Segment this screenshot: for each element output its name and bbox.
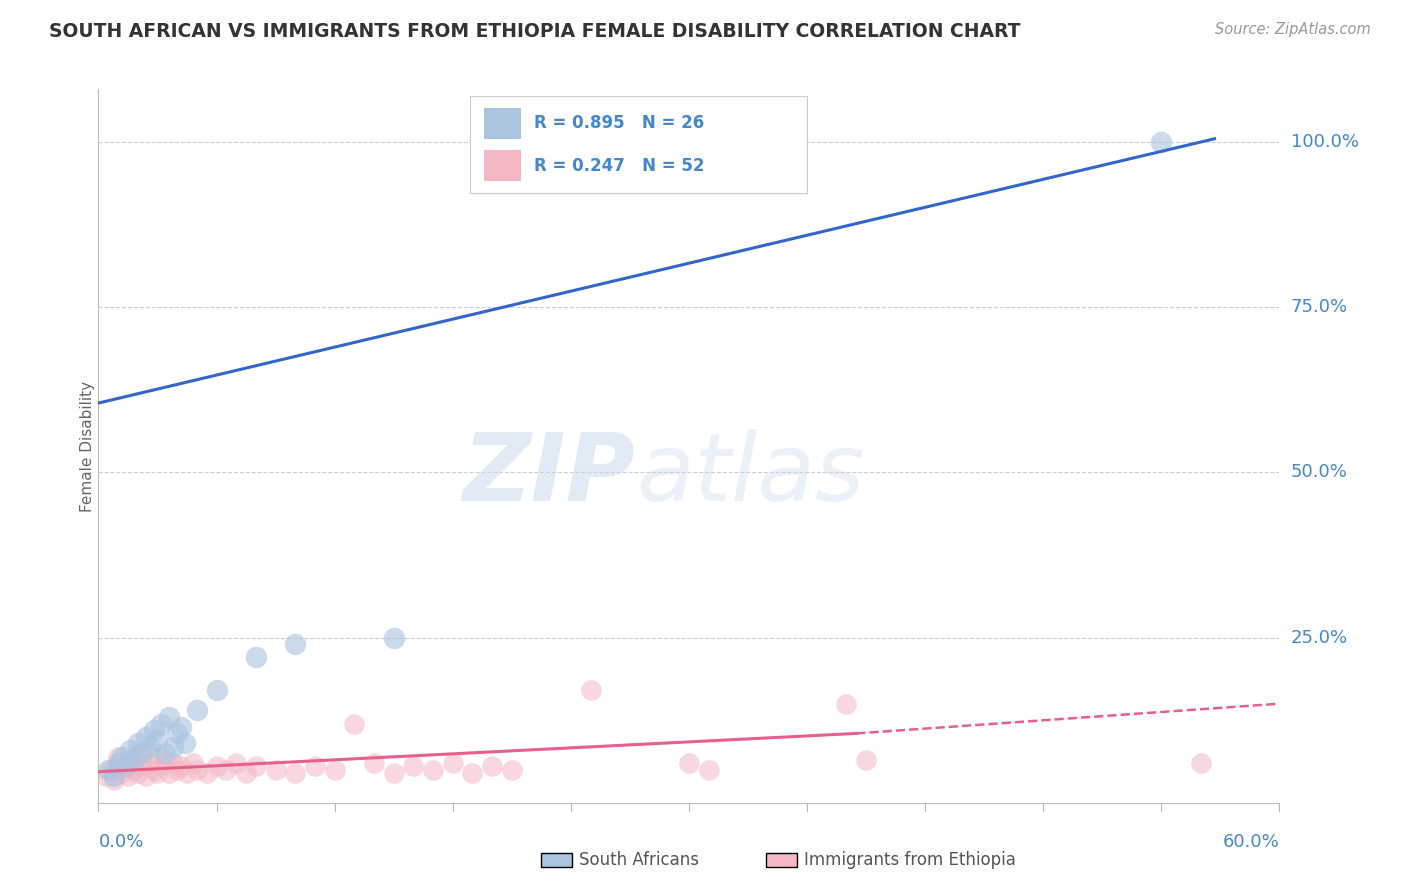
Point <box>122 763 145 777</box>
Point <box>98 763 121 777</box>
Point <box>205 759 228 773</box>
Point <box>195 766 218 780</box>
Text: atlas: atlas <box>636 429 865 520</box>
Point <box>235 766 257 780</box>
Text: Immigrants from Ethiopia: Immigrants from Ethiopia <box>804 851 1017 869</box>
Point <box>186 763 208 777</box>
Point <box>166 763 188 777</box>
Point <box>150 759 173 773</box>
Point <box>157 710 180 724</box>
Point <box>138 739 160 754</box>
Point <box>96 769 118 783</box>
Y-axis label: Female Disability: Female Disability <box>80 380 94 512</box>
Point <box>150 716 173 731</box>
Point <box>422 763 444 777</box>
Point <box>131 759 153 773</box>
Point <box>142 763 165 777</box>
Point <box>1189 756 1212 771</box>
Point <box>146 733 169 747</box>
Point <box>118 743 141 757</box>
Text: 60.0%: 60.0% <box>1223 833 1279 851</box>
Point <box>245 759 267 773</box>
Point <box>855 753 877 767</box>
Text: Source: ZipAtlas.com: Source: ZipAtlas.com <box>1215 22 1371 37</box>
Point <box>107 759 129 773</box>
Point <box>135 769 157 783</box>
Text: 75.0%: 75.0% <box>1291 298 1348 317</box>
Point <box>501 763 523 777</box>
Point <box>284 766 307 780</box>
Point <box>174 736 197 750</box>
Point <box>103 772 125 787</box>
Point <box>131 746 153 760</box>
Point <box>215 763 238 777</box>
Point <box>115 759 138 773</box>
Point <box>181 756 204 771</box>
Point <box>103 769 125 783</box>
Point <box>157 766 180 780</box>
Text: 0.0%: 0.0% <box>98 833 143 851</box>
Point <box>162 756 184 771</box>
Point <box>138 756 160 771</box>
Point <box>579 683 602 698</box>
Point <box>402 759 425 773</box>
Text: 50.0%: 50.0% <box>1291 464 1347 482</box>
Point <box>481 759 503 773</box>
Text: 25.0%: 25.0% <box>1291 629 1348 647</box>
Point <box>363 756 385 771</box>
Point <box>107 756 129 771</box>
Point <box>835 697 858 711</box>
Text: ZIP: ZIP <box>463 428 636 521</box>
Point <box>186 703 208 717</box>
Point <box>127 746 149 760</box>
Point <box>135 730 157 744</box>
Point <box>127 736 149 750</box>
Point <box>245 650 267 665</box>
Point <box>170 720 193 734</box>
Point <box>127 766 149 780</box>
Point <box>284 637 307 651</box>
Point <box>97 763 120 777</box>
Text: South Africans: South Africans <box>579 851 699 869</box>
Point <box>111 749 134 764</box>
Point <box>170 759 193 773</box>
Point <box>176 766 198 780</box>
Point <box>225 756 247 771</box>
Point <box>343 716 366 731</box>
Point <box>122 753 145 767</box>
Point <box>117 769 139 783</box>
Point <box>382 631 405 645</box>
Text: 100.0%: 100.0% <box>1291 133 1358 151</box>
Point <box>678 756 700 771</box>
Point <box>697 763 720 777</box>
Point <box>146 749 169 764</box>
Point <box>162 739 184 754</box>
Point <box>155 753 177 767</box>
Point <box>264 763 287 777</box>
Point <box>166 726 188 740</box>
Point <box>155 746 177 760</box>
Point <box>146 766 169 780</box>
Point <box>115 756 138 771</box>
Point <box>461 766 484 780</box>
Point <box>118 753 141 767</box>
Point <box>107 749 129 764</box>
Point <box>304 759 326 773</box>
Point <box>1150 135 1173 149</box>
Point <box>205 683 228 698</box>
Point <box>111 766 134 780</box>
Point <box>441 756 464 771</box>
Text: SOUTH AFRICAN VS IMMIGRANTS FROM ETHIOPIA FEMALE DISABILITY CORRELATION CHART: SOUTH AFRICAN VS IMMIGRANTS FROM ETHIOPI… <box>49 22 1021 41</box>
Point <box>323 763 346 777</box>
Point <box>382 766 405 780</box>
Point <box>142 723 165 738</box>
